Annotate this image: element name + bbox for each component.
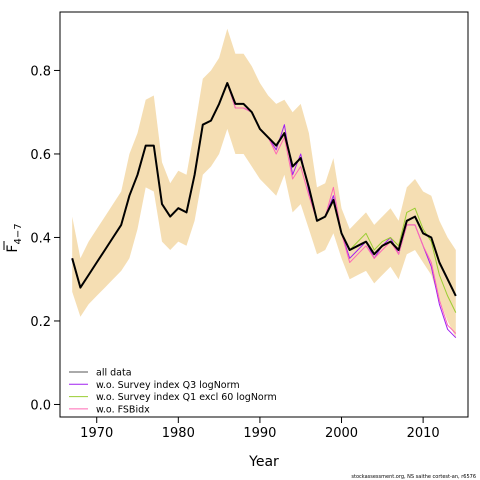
y-axis-title-main: F: [5, 245, 21, 253]
legend-label: w.o. Survey index Q3 logNorm: [96, 380, 240, 391]
legend-item: all data: [69, 368, 132, 379]
y-axis-title: F4−7: [3, 223, 24, 253]
x-tick-label: 1980: [162, 426, 195, 441]
x-tick-label: 1970: [80, 426, 113, 441]
legend-label: w.o. Survey index Q1 excl 60 logNorm: [96, 392, 277, 403]
x-tick-label: 2000: [325, 426, 358, 441]
plot-frame: [59, 11, 469, 418]
y-tick-label: 0.8: [30, 64, 51, 79]
legend-item: w.o. Survey index Q3 logNorm: [69, 380, 240, 391]
legend-label: w.o. FSBidx: [96, 404, 150, 415]
x-axis: 1970 1980 1990 2000 2010: [80, 417, 440, 441]
legend-item: w.o. Survey index Q1 excl 60 logNorm: [69, 392, 277, 403]
x-tick-label: 1990: [243, 426, 276, 441]
x-axis-title: Year: [248, 454, 279, 470]
svg-text:F4−7: F4−7: [5, 223, 24, 252]
y-axis: 0.0 0.2 0.4 0.6 0.8: [30, 64, 60, 413]
y-tick-label: 0.0: [30, 398, 51, 413]
legend-label: all data: [96, 368, 132, 379]
series-lines: [71, 82, 457, 339]
x-tick-label: 2010: [407, 426, 440, 441]
footer-text: stockassessment.org, NS saithe cortest-a…: [351, 474, 476, 480]
legend-item: w.o. FSBidx: [69, 404, 150, 415]
y-tick-label: 0.6: [30, 148, 51, 163]
y-axis-title-sub: 4−7: [13, 223, 24, 244]
y-tick-label: 0.4: [30, 231, 51, 246]
series-line-0: [71, 82, 457, 297]
y-tick-label: 0.2: [30, 315, 51, 330]
confidence-band: [72, 28, 456, 338]
confidence-band-area: [72, 28, 456, 338]
